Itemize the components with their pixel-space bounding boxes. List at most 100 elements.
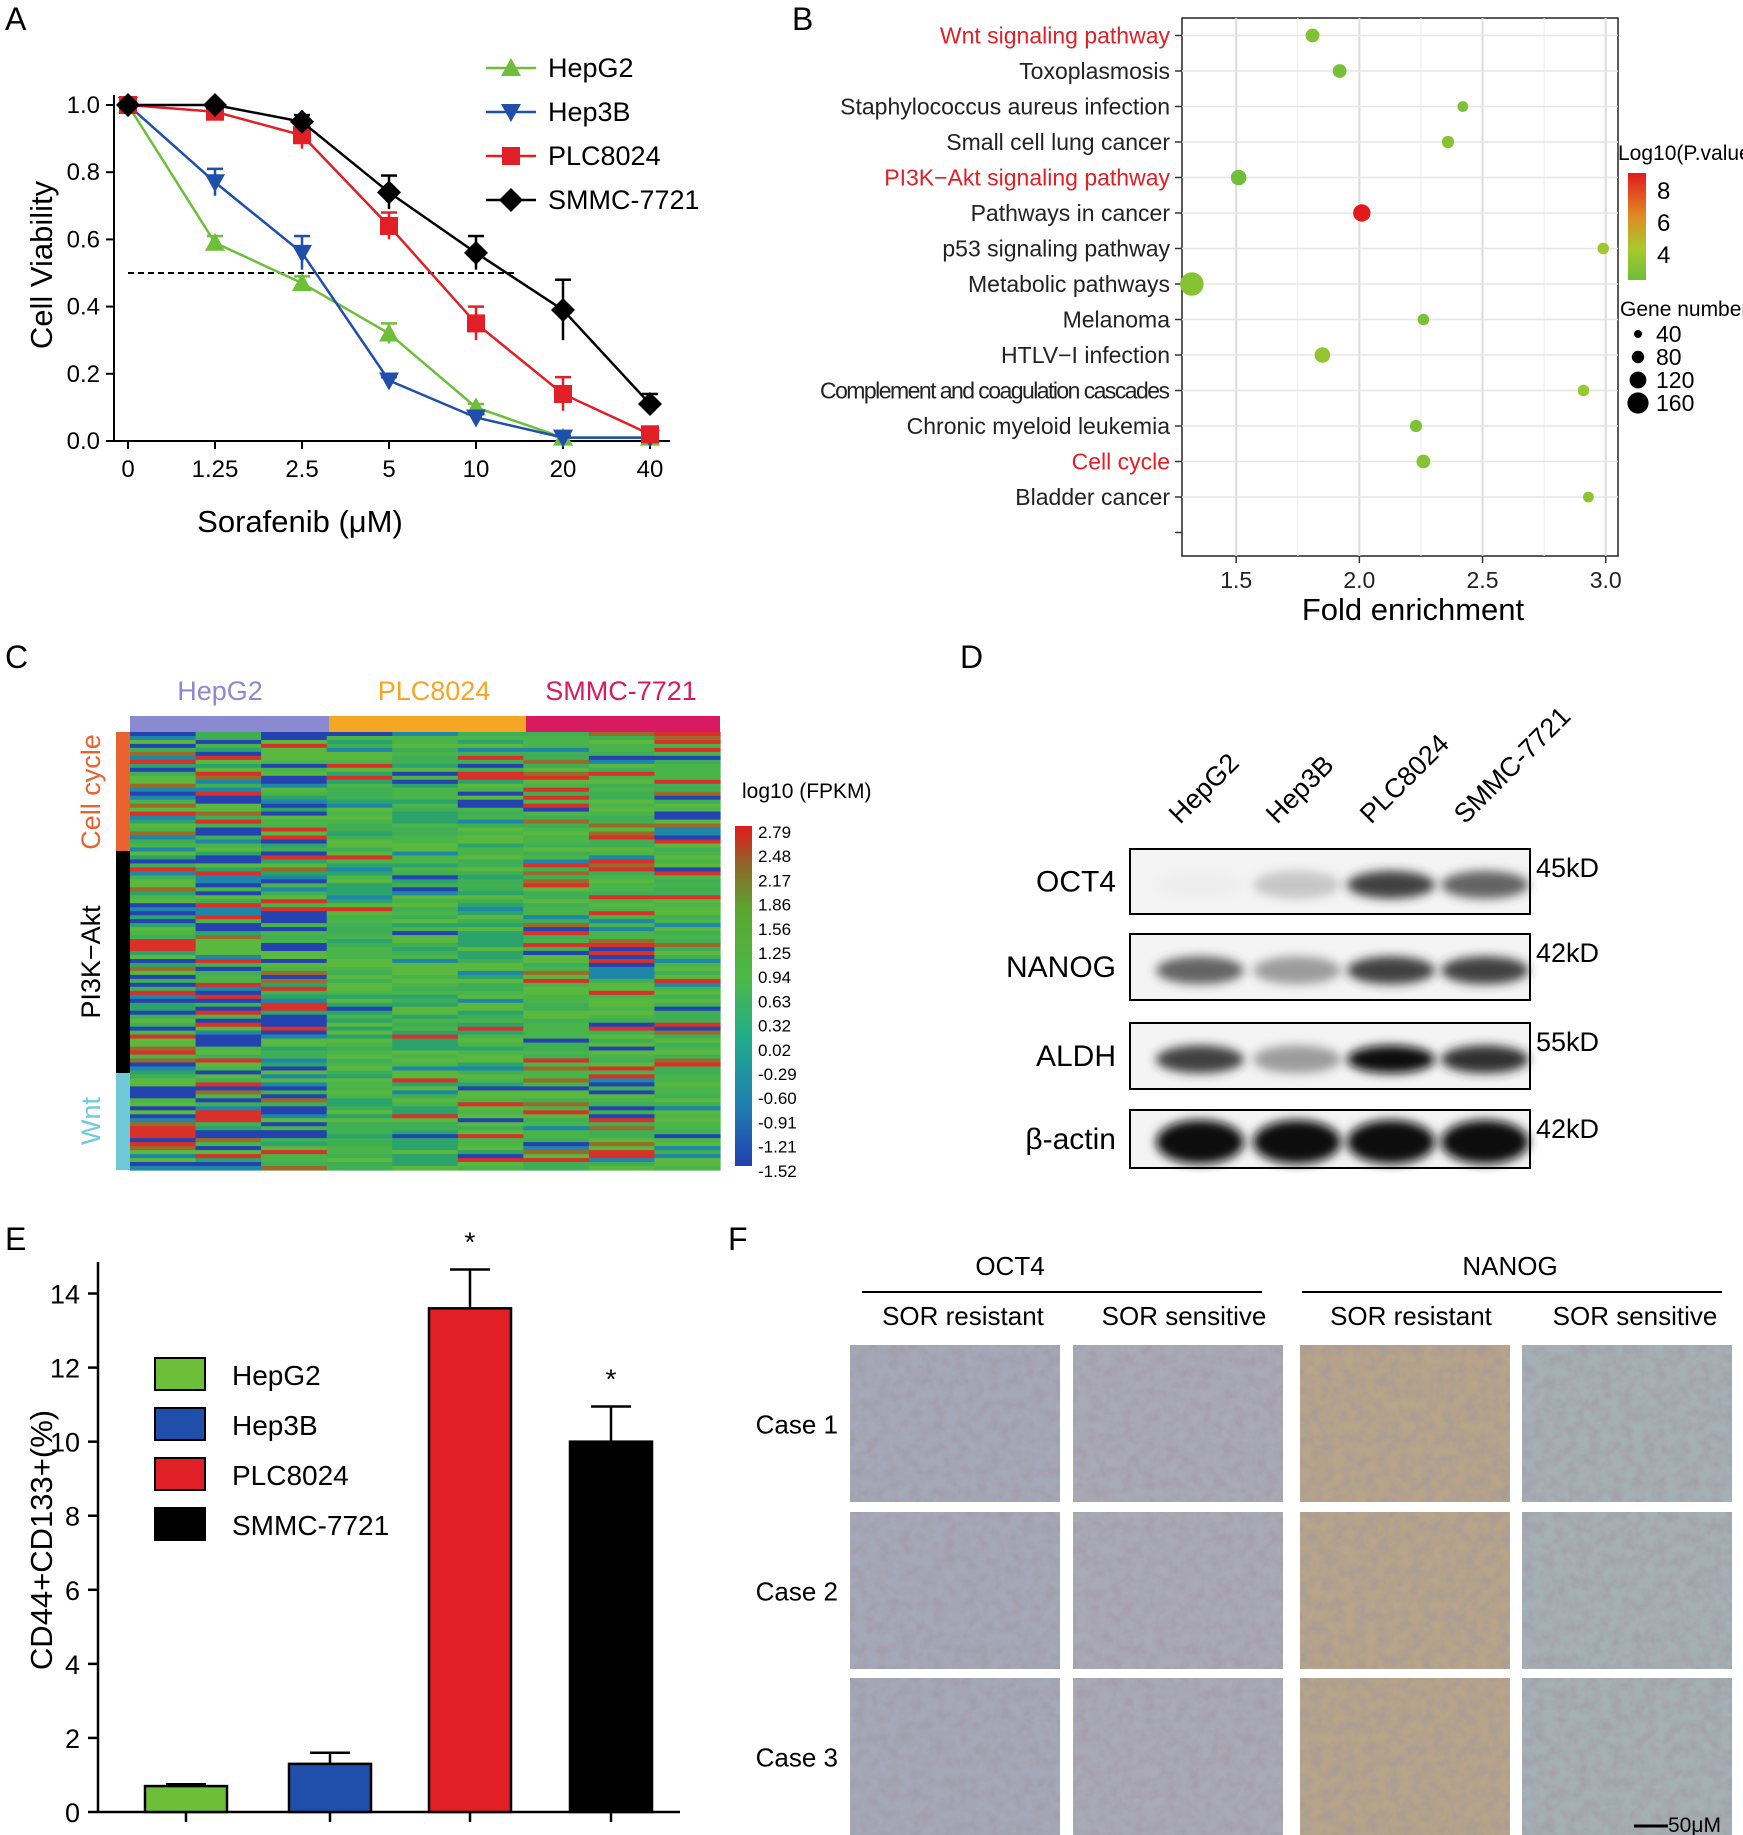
heatmap-cell bbox=[523, 1078, 590, 1083]
heatmap-cell bbox=[195, 763, 262, 769]
panel-b-category-toxoplasmosis: Toxoplasmosis bbox=[1019, 58, 1170, 84]
heatmap-cell bbox=[326, 1046, 393, 1052]
heatmap-cell bbox=[392, 1130, 459, 1135]
heatmap-cell bbox=[195, 1094, 262, 1099]
heatmap-cell bbox=[654, 747, 721, 753]
heatmap-row-label-wnt: Wnt bbox=[76, 1097, 106, 1146]
heatmap-cell bbox=[457, 819, 524, 825]
heatmap-cell bbox=[326, 1002, 393, 1008]
heatmap-cell bbox=[654, 903, 721, 908]
heatmap-cell bbox=[523, 1022, 590, 1028]
heatmap-cell bbox=[588, 751, 656, 757]
heatmap-cell bbox=[523, 1126, 590, 1131]
heatmap-cell bbox=[195, 755, 262, 761]
heatmap-cell bbox=[195, 978, 262, 984]
heatmap-cell bbox=[588, 779, 656, 785]
heatmap-cell bbox=[588, 895, 656, 900]
heatmap-cell bbox=[195, 927, 262, 932]
heatmap-cell bbox=[392, 1002, 459, 1008]
heatmap-cell bbox=[457, 1098, 524, 1103]
heatmap-cell bbox=[654, 831, 721, 837]
heatmap-cell bbox=[392, 1158, 459, 1163]
heatmap-cell bbox=[130, 839, 197, 845]
heatmap-cell bbox=[457, 955, 524, 960]
heatmap-cell bbox=[654, 998, 721, 1004]
heatmap-cell bbox=[195, 855, 262, 860]
panel-a-point-plc8024 bbox=[467, 314, 485, 333]
heatmap-cell bbox=[654, 915, 721, 920]
heatmap-cell bbox=[130, 811, 197, 817]
ihc-condition-label: SOR sensitive bbox=[1102, 1301, 1267, 1331]
heatmap-cell bbox=[261, 775, 328, 781]
heatmap-cell bbox=[457, 740, 524, 745]
heatmap-cell bbox=[392, 807, 459, 813]
heatmap-cell bbox=[588, 1094, 656, 1099]
panel-b-xlabel: Fold enrichment bbox=[1302, 592, 1525, 627]
ihc-marker-label-nanog: NANOG bbox=[1462, 1251, 1557, 1281]
panel-b-category-melanoma: Melanoma bbox=[1063, 307, 1171, 333]
heatmap-cell bbox=[588, 1006, 656, 1012]
panel-a-y-tick-label: 0.0 bbox=[67, 428, 100, 455]
heatmap-cell bbox=[588, 1130, 656, 1135]
heatmap-cell bbox=[326, 883, 393, 888]
heatmap-cell bbox=[588, 887, 656, 892]
western-size-label: 42kD bbox=[1536, 938, 1599, 968]
heatmap-cell bbox=[195, 1134, 262, 1139]
heatmap-cell bbox=[130, 899, 197, 904]
heatmap-cell bbox=[130, 1022, 197, 1028]
heatmap-cell bbox=[130, 1110, 197, 1115]
heatmap-cell bbox=[261, 1098, 328, 1103]
heatmap-cell bbox=[523, 899, 590, 904]
heatmap-cell bbox=[457, 903, 524, 908]
heatmap-cell bbox=[326, 955, 393, 960]
heatmap-cell bbox=[523, 1134, 590, 1139]
heatmap-cell bbox=[261, 1162, 328, 1167]
panel-a-point-smmc-7721 bbox=[377, 180, 401, 205]
heatmap-cell bbox=[523, 1066, 590, 1072]
heatmap-cell bbox=[523, 1110, 590, 1115]
heatmap-cell bbox=[457, 951, 524, 956]
heatmap-cell bbox=[392, 951, 459, 956]
heatmap-cell bbox=[654, 1126, 721, 1131]
heatmap-cell bbox=[523, 1034, 590, 1040]
heatmap-cell bbox=[457, 775, 524, 781]
heatmap-cell bbox=[457, 1166, 524, 1171]
heatmap-cell bbox=[326, 1118, 393, 1123]
heatmap-cell bbox=[130, 1082, 197, 1087]
heatmap-cell bbox=[326, 1142, 393, 1147]
heatmap-cell bbox=[261, 755, 328, 761]
ihc-case-label: Case 1 bbox=[756, 1410, 838, 1440]
heatmap-cell bbox=[654, 1086, 721, 1091]
heatmap-cell bbox=[130, 747, 197, 753]
panel-b-size-legend-dot bbox=[1634, 330, 1642, 338]
heatmap-cell bbox=[261, 919, 328, 924]
panel-e-legend: HepG2 Hep3B PLC8024 SMMC-7721 bbox=[154, 1357, 389, 1541]
heatmap-cell bbox=[392, 815, 459, 821]
panel-a-point-plc8024 bbox=[380, 216, 398, 235]
heatmap-cell bbox=[457, 986, 524, 992]
heatmap-cell bbox=[457, 863, 524, 868]
heatmap-cell bbox=[457, 1006, 524, 1012]
heatmap-cell bbox=[195, 1110, 262, 1115]
panel-b-color-legend-title: Log10(P.value) bbox=[1618, 142, 1743, 165]
heatmap-cell bbox=[326, 1126, 393, 1131]
heatmap-cell bbox=[261, 1154, 328, 1159]
panel-letter-f: F bbox=[728, 1221, 748, 1257]
heatmap-cell bbox=[195, 875, 262, 880]
heatmap-cell bbox=[588, 823, 656, 829]
heatmap-cell bbox=[326, 982, 393, 988]
heatmap-cell bbox=[392, 1022, 459, 1028]
heatmap-cell bbox=[392, 823, 459, 829]
heatmap-cell bbox=[588, 1070, 656, 1076]
heatmap-cell bbox=[261, 1014, 328, 1020]
heatmap-cell bbox=[654, 1122, 721, 1127]
heatmap-cell bbox=[457, 799, 524, 805]
heatmap-cell bbox=[392, 831, 459, 837]
panel-a-point-hepg2 bbox=[292, 273, 312, 292]
heatmap-cell bbox=[195, 899, 262, 904]
heatmap-cell bbox=[523, 783, 590, 789]
heatmap-cell bbox=[654, 799, 721, 805]
heatmap-cell bbox=[588, 843, 656, 849]
heatmap-cell bbox=[523, 771, 590, 777]
